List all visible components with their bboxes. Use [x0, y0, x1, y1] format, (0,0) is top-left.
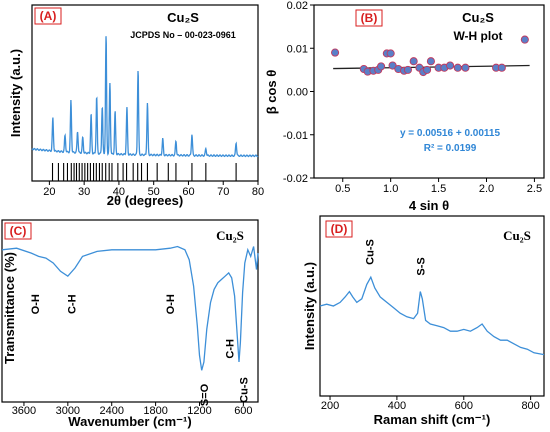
panel-b-x-ticks: 0.5 1.0 1.5 2.0 2.5 [335, 178, 542, 195]
panel-a-label: (A) [40, 9, 57, 23]
panel-d-x-ticks: 200 400 600 800 [321, 396, 540, 412]
panel-c-ftir: 3600 3000 2400 1800 1200 600 O-H C-H O-H S=O C-H C… [1, 219, 259, 429]
panel-d-x-tick-label: 400 [388, 400, 406, 412]
panel-b-points [331, 35, 529, 77]
panel-c-label: (C) [10, 224, 27, 238]
panel-d-label-box [325, 220, 353, 238]
panel-a-xrd: 20 30 40 50 60 70 80 (A) Cu₂S JCPDS No – 00-02… [8, 4, 264, 208]
panel-a-reference-lines [51, 163, 237, 181]
panel-a-x-tick-label: 50 [148, 186, 160, 198]
panel-c-band-labels: O-H C-H O-H S=O C-H Cu-S [30, 294, 250, 406]
panel-b-y-ticks: -0.02 -0.01 0.00 0.01 0.02 [283, 0, 314, 185]
panel-a-y-axis-title: Intensity (a.u.) [8, 49, 23, 137]
panel-b-equation: y = 0.00516 + 0.00115 [400, 128, 501, 139]
panel-c-compound: Cu₂S [216, 228, 244, 243]
panel-a-frame [31, 4, 259, 182]
panel-a-x-ticks: 20 30 40 50 60 70 80 [43, 181, 264, 198]
panel-b-label: (B) [361, 11, 378, 25]
panel-d-x-axis-title: Raman shift (cm⁻¹) [374, 412, 491, 427]
panel-c-label-box [4, 222, 32, 240]
panel-b-data-point [497, 63, 506, 72]
panel-b-x-tick-label: 1.0 [383, 183, 398, 195]
panel-b-data-point [446, 61, 455, 70]
panel-b-x-tick-label: 0.5 [335, 183, 350, 195]
panel-d-peak-labels: Cu-S S-S [364, 239, 427, 275]
panel-c-band-label: C-H [66, 294, 78, 314]
panel-b-y-tick-label: 0.02 [287, 0, 308, 12]
panel-b-wh-plot: 0.5 1.0 1.5 2.0 2.5 -0.02 -0.01 0.00 0.01 0.02 (… [264, 0, 545, 213]
panel-b-label-box [355, 9, 383, 27]
panel-b-data-point [453, 63, 462, 72]
panel-d-x-tick-label: 800 [521, 400, 539, 412]
panel-c-y-axis-title: Transmittance (%) [2, 252, 17, 364]
panel-c-x-tick-label: 3000 [56, 405, 80, 417]
panel-b-y-tick-label: 0.00 [287, 87, 308, 99]
panel-c-x-axis-title: Wavenumber (cm⁻¹) [68, 414, 191, 429]
panel-c-x-tick-label: 2400 [99, 405, 123, 417]
panel-c-x-tick-label: 3600 [12, 405, 36, 417]
panel-a-compound: Cu₂S [167, 10, 199, 25]
panel-c-band-label: O-H [165, 294, 177, 314]
panel-b-x-axis-title: 4 sin θ [409, 198, 449, 213]
panel-b-y-tick-label: 0.01 [287, 43, 308, 55]
panel-d-x-tick-label: 600 [455, 400, 473, 412]
panel-a-x-tick-label: 20 [43, 186, 55, 198]
panel-d-y-axis-title: Intensity (a.u.) [302, 262, 317, 350]
panel-d-peak-label: S-S [415, 257, 427, 275]
panel-b-data-point [426, 57, 435, 66]
panel-b-data-point [388, 61, 397, 70]
panel-a-reference-card: JCPDS No – 00-023-0961 [130, 30, 236, 40]
panel-b-x-tick-label: 2.0 [479, 183, 494, 195]
panel-a-xrd-pattern [31, 36, 259, 158]
panel-d-frame [319, 215, 545, 397]
panel-b-data-point [461, 63, 470, 72]
panel-c-x-tick-label: 1800 [143, 405, 167, 417]
panel-a-x-tick-label: 30 [78, 186, 90, 198]
panel-a-x-tick-label: 40 [113, 186, 125, 198]
panel-b-subtitle: W-H plot [453, 29, 502, 43]
panel-a-x-tick-label: 60 [182, 186, 194, 198]
panel-c-band-label: Cu-S [238, 377, 250, 403]
panel-a-x-axis-title: 2θ (degrees) [107, 193, 183, 208]
panel-b-r-squared: R² = 0.0199 [424, 143, 477, 154]
panel-c-band-label: C-H [224, 339, 236, 359]
panel-c-band-label: O-H [30, 294, 42, 314]
panel-b-x-tick-label: 2.5 [527, 183, 542, 195]
panel-c-ftir-spectrum [1, 245, 259, 371]
panel-d-x-tick-label: 200 [321, 400, 339, 412]
panel-b-data-point [331, 48, 340, 57]
panel-b-data-point [520, 35, 529, 44]
panel-b-compound: Cu₂S [462, 10, 494, 25]
panel-b-data-point [377, 62, 386, 71]
panel-d-label: (D) [331, 222, 348, 236]
panel-a-x-tick-label: 80 [252, 186, 264, 198]
panel-a-label-box [34, 7, 62, 25]
panel-b-data-point [409, 57, 418, 66]
panel-d-raman-spectrum [319, 275, 545, 356]
panel-b-x-tick-label: 1.5 [431, 183, 446, 195]
panel-d-peak-label: Cu-S [364, 239, 376, 265]
panel-b-data-point [423, 65, 432, 74]
panel-c-x-tick-label: 600 [234, 405, 252, 417]
panel-c-x-tick-label: 1200 [187, 405, 211, 417]
panel-a-x-tick-label: 70 [217, 186, 229, 198]
panel-c-x-ticks: 3600 3000 2400 1800 1200 600 [12, 402, 253, 417]
panel-b-data-point [403, 65, 412, 74]
panel-b-data-point [386, 49, 395, 58]
panel-b-y-tick-label: -0.01 [283, 130, 308, 142]
panel-c-frame [1, 219, 259, 403]
panel-d-compound: Cu₂S [503, 228, 531, 243]
panel-b-y-axis-title: β cos θ [264, 70, 279, 115]
panel-d-raman: 200 400 600 800 Cu-S S-S (D) Cu₂S Raman shif… [302, 215, 545, 427]
panel-c-band-label: S=O [199, 383, 211, 406]
panel-b-y-tick-label: -0.02 [283, 173, 308, 185]
